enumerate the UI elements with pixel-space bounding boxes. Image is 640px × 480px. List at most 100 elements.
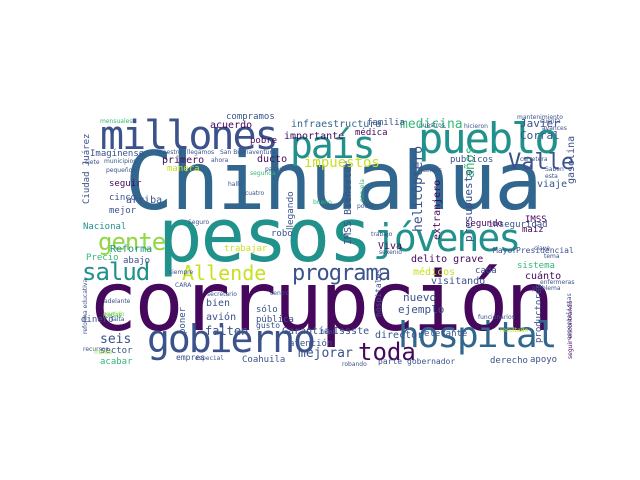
word: poner [178, 306, 188, 334]
word: Imagínense [90, 149, 145, 159]
word: manera [167, 164, 200, 174]
word: falta [111, 316, 125, 323]
word: robando [342, 361, 367, 368]
word: atención [289, 339, 333, 349]
word: delito grave [411, 254, 484, 265]
word: acabar [100, 357, 133, 367]
word: primero [162, 155, 205, 166]
word: siete [85, 159, 100, 166]
word: salud [82, 258, 150, 286]
word: robo [271, 229, 293, 239]
word: gente [98, 228, 166, 256]
word: sexenio [379, 249, 402, 256]
word: Saben [545, 166, 564, 173]
word: director [375, 330, 424, 341]
word: Javier [520, 117, 560, 130]
word: mensuales [100, 118, 133, 125]
word: pueblo [418, 114, 560, 163]
word: pesos [158, 193, 373, 279]
word: siempre [169, 269, 194, 276]
word: hospitales [374, 268, 383, 317]
word: infraestructura [291, 119, 382, 130]
word: llegando [286, 191, 296, 230]
word: gobernador [407, 357, 456, 366]
word: cuánto [525, 271, 562, 282]
word: reforma educativa [82, 278, 89, 334]
word: importante [284, 131, 345, 142]
word: Chihuahua [125, 135, 542, 228]
word: funcionarios [478, 314, 515, 321]
word: sueldos [419, 167, 442, 174]
word: hicieron [464, 123, 488, 130]
word: derecho [490, 356, 528, 366]
word: compramos [226, 112, 275, 122]
word: sector [100, 346, 133, 356]
word: sistema [517, 261, 555, 271]
word: medicina [400, 117, 463, 132]
word: falten [205, 324, 249, 338]
word: ejemplo [398, 303, 445, 316]
word: médicos [413, 267, 456, 278]
word: empres [176, 353, 205, 362]
word: todas [105, 312, 122, 319]
word: Presidencial [516, 246, 574, 255]
word: maestro [157, 149, 182, 156]
word: Coahuila [242, 355, 286, 365]
word: hospital [398, 315, 557, 356]
word: seis [100, 332, 132, 347]
word: trabajar [224, 244, 268, 254]
word: Corral [520, 129, 560, 142]
word: gasolina [566, 135, 577, 184]
word: frente [94, 349, 112, 356]
word: Mayor [493, 246, 518, 255]
word: segundo [465, 219, 503, 229]
word: apoyo [530, 355, 558, 365]
word: problema [532, 285, 561, 292]
word: productores [534, 283, 544, 343]
word: recursos [83, 346, 109, 353]
word: seguir [109, 179, 142, 189]
word: podía [357, 203, 374, 210]
word: viaje [537, 179, 568, 190]
word: millones [100, 113, 279, 159]
word: ducto [257, 154, 288, 165]
word: frijol [321, 329, 335, 336]
word: presupuesto [462, 169, 475, 242]
word: mejorar [298, 346, 353, 361]
word: avances [542, 125, 567, 132]
word: pequeños [106, 167, 136, 174]
word: clave [534, 245, 550, 252]
word: visitando [431, 276, 486, 287]
word: mejor [109, 206, 137, 216]
word: abajo [123, 256, 151, 266]
word: corrupción [88, 255, 555, 350]
word: nuevo [403, 291, 437, 304]
word: médica [355, 128, 388, 138]
word: esta [545, 173, 558, 180]
word: municipios [104, 158, 137, 165]
word: mantenimiento [517, 114, 563, 121]
word: elefante [424, 329, 468, 339]
word: centro [270, 290, 290, 297]
word: pública [256, 315, 294, 325]
word: Garantía [282, 326, 331, 337]
word: escuela [359, 179, 366, 202]
word: arriba [126, 195, 163, 206]
word: sólo [256, 305, 278, 315]
word: Allende [182, 261, 267, 285]
word: Issste [333, 326, 370, 337]
word: jóvenes [373, 216, 521, 260]
word: resultado [500, 327, 529, 334]
word: Precio [86, 253, 119, 263]
word: partido [103, 311, 125, 318]
word: impuestos [304, 155, 380, 171]
word: Ciudad Juárez [82, 133, 92, 204]
word: trabajo [371, 231, 393, 238]
word: toda [358, 338, 416, 366]
word: enfermeras [540, 279, 575, 286]
word: especial [195, 355, 224, 362]
word: IMSS Bienestar [343, 160, 354, 245]
word: nuestros [419, 122, 445, 129]
word: publicos [450, 155, 494, 165]
word: bueno [313, 199, 332, 206]
